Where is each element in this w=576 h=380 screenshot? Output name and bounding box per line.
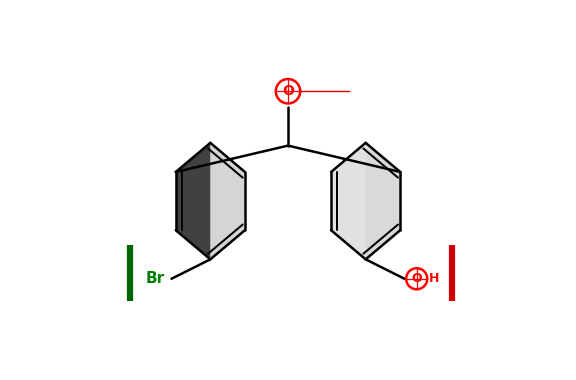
Polygon shape bbox=[331, 143, 366, 259]
Text: Br: Br bbox=[146, 271, 165, 286]
Polygon shape bbox=[176, 143, 210, 259]
Text: O: O bbox=[282, 84, 294, 98]
Text: O: O bbox=[411, 272, 422, 285]
Text: H: H bbox=[429, 272, 439, 285]
Polygon shape bbox=[366, 143, 400, 259]
Polygon shape bbox=[210, 143, 245, 259]
